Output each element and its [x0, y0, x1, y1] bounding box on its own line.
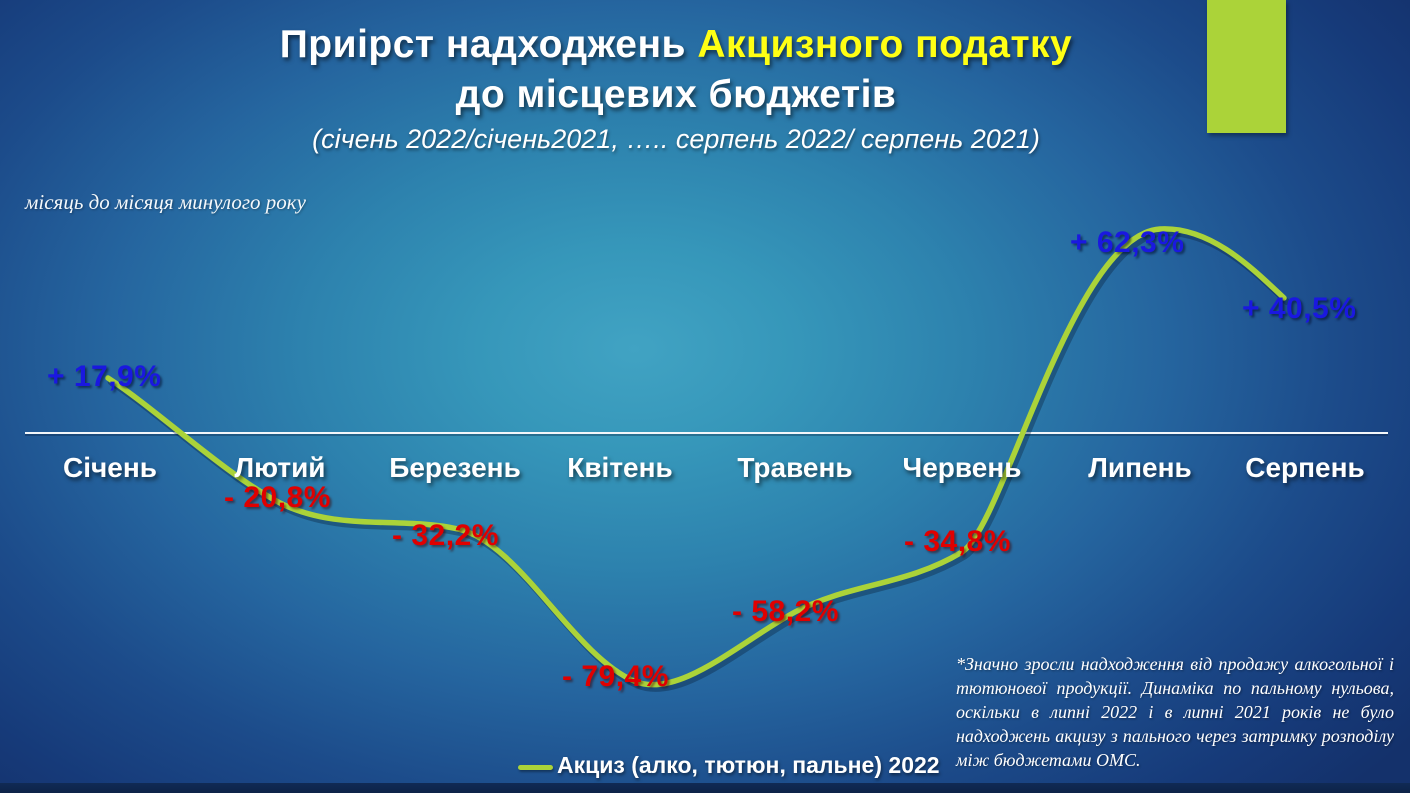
data-label-traven: - 58,2% [732, 595, 839, 628]
x-label-traven: Травень [737, 452, 853, 483]
x-label-lyutyi: Лютий [234, 452, 326, 483]
x-label-cherven: Червень [902, 452, 1022, 483]
title-subtitle: (січень 2022/січень2021, ….. серпень 202… [312, 124, 1040, 154]
legend: Акциз (алко, тютюн, пальне) 2022 [518, 752, 940, 779]
title-block: Приірст надходжень Акцизного податку до … [0, 20, 1352, 155]
series-line-shadow [107, 229, 1291, 692]
axis-note: місяць до місяця минулого року [25, 190, 306, 214]
data-label-serpen: + 40,5% [1242, 292, 1357, 325]
x-label-lypen: Липень [1088, 452, 1192, 483]
data-label-cherven: - 34,8% [904, 525, 1011, 558]
legend-line-swatch [518, 765, 553, 770]
x-label-kviten: Квітень [567, 452, 673, 483]
title-text-highlight: Акцизного податку [697, 23, 1073, 66]
data-label-sichen: + 17,9% [47, 360, 162, 393]
legend-series-label: Акциз (алко, тютюн, пальне) 2022 [557, 752, 940, 778]
x-label-serpen: Серпень [1245, 452, 1365, 483]
data-label-berezen: - 32,2% [392, 519, 499, 552]
data-label-lyutyi: - 20,8% [224, 481, 331, 514]
page-title-line2: до місцевих бюджетів [455, 73, 897, 116]
series-line [105, 226, 1287, 688]
footnote: *Значно зросли надходження від продажу а… [956, 654, 1394, 770]
title-text-part1: Приірст надходжень [279, 23, 698, 66]
x-label-sichen: Січень [63, 452, 157, 483]
x-label-berezen: Березень [389, 452, 521, 483]
accent-green-rectangle [1207, 0, 1286, 133]
page-title: Приірст надходжень Акцизного податку [0, 20, 1352, 70]
data-label-lypen: + 62,3% [1070, 226, 1185, 259]
bottom-strip [0, 783, 1410, 793]
data-label-kviten: - 79,4% [562, 660, 669, 693]
